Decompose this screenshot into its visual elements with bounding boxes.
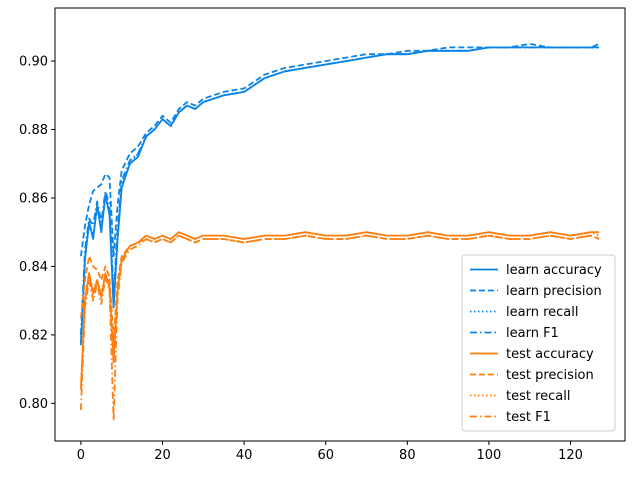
y-tick-label: 0.82 [19,328,48,343]
x-tick-label: 80 [399,448,416,463]
x-tick-label: 100 [477,448,502,463]
series-line-learn-precision [80,43,600,258]
series-line-learn-recall [80,46,600,342]
legend-label: learn accuracy [506,263,602,278]
x-tick-label: 60 [317,448,334,463]
legend-label: learn precision [506,284,602,299]
x-tick-label: 120 [558,448,583,463]
y-tick-label: 0.86 [19,191,48,206]
legend-label: test recall [506,389,571,404]
series-line-test-F1 [80,234,600,422]
series-line-test-recall [80,231,600,387]
series-layer [80,43,600,422]
legend-label: test accuracy [506,347,594,362]
axes-frame [54,7,626,442]
x-tick-label: 40 [236,448,253,463]
y-axis: 0.80 0.82 0.84 0.86 0.88 0.90 [19,55,55,412]
x-tick-label: 20 [154,448,171,463]
legend-label: learn F1 [506,326,559,341]
y-tick-label: 0.80 [19,397,48,412]
legend-label: test F1 [506,410,551,425]
legend-box [461,254,616,432]
x-tick-label: 0 [77,448,85,463]
legend-label: learn recall [506,305,578,320]
legend: learn accuracy learn precision learn recal… [461,254,616,432]
y-tick-label: 0.84 [19,260,48,275]
legend-label: test precision [506,368,594,383]
y-tick-label: 0.88 [19,123,48,138]
y-tick-label: 0.90 [19,55,48,70]
series-line-learn-F1 [80,46,600,335]
x-axis: 0 20 40 60 80 100 120 [77,441,583,463]
